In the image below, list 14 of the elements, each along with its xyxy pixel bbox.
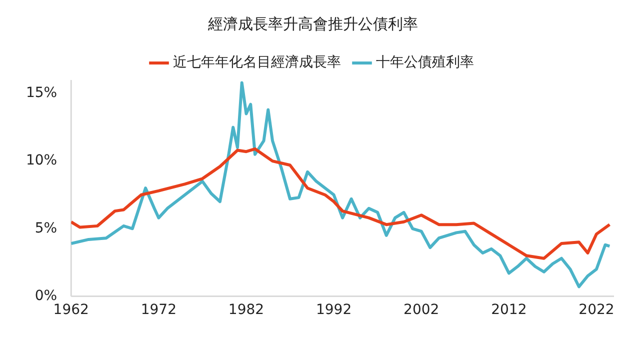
x-tick-label: 2012 <box>491 302 527 318</box>
x-tick-label: 1982 <box>228 302 264 318</box>
y-tick-label: 0% <box>34 288 58 304</box>
legend-label: 近七年年化名目經濟成長率 <box>173 54 341 71</box>
legend-label: 十年公債殖利率 <box>376 54 474 71</box>
chart-title: 經濟成長率升高會推升公債利率 <box>207 14 418 33</box>
y-tick-label: 5% <box>34 220 58 236</box>
x-tick-label: 1972 <box>140 302 176 318</box>
y-tick-label: 10% <box>26 152 58 169</box>
y-tick-label: 15% <box>26 85 58 102</box>
x-tick-label: 1992 <box>316 302 352 318</box>
x-tick-label: 1962 <box>53 302 89 318</box>
x-tick-label: 2022 <box>578 302 614 318</box>
x-tick-label: 2002 <box>404 302 440 318</box>
